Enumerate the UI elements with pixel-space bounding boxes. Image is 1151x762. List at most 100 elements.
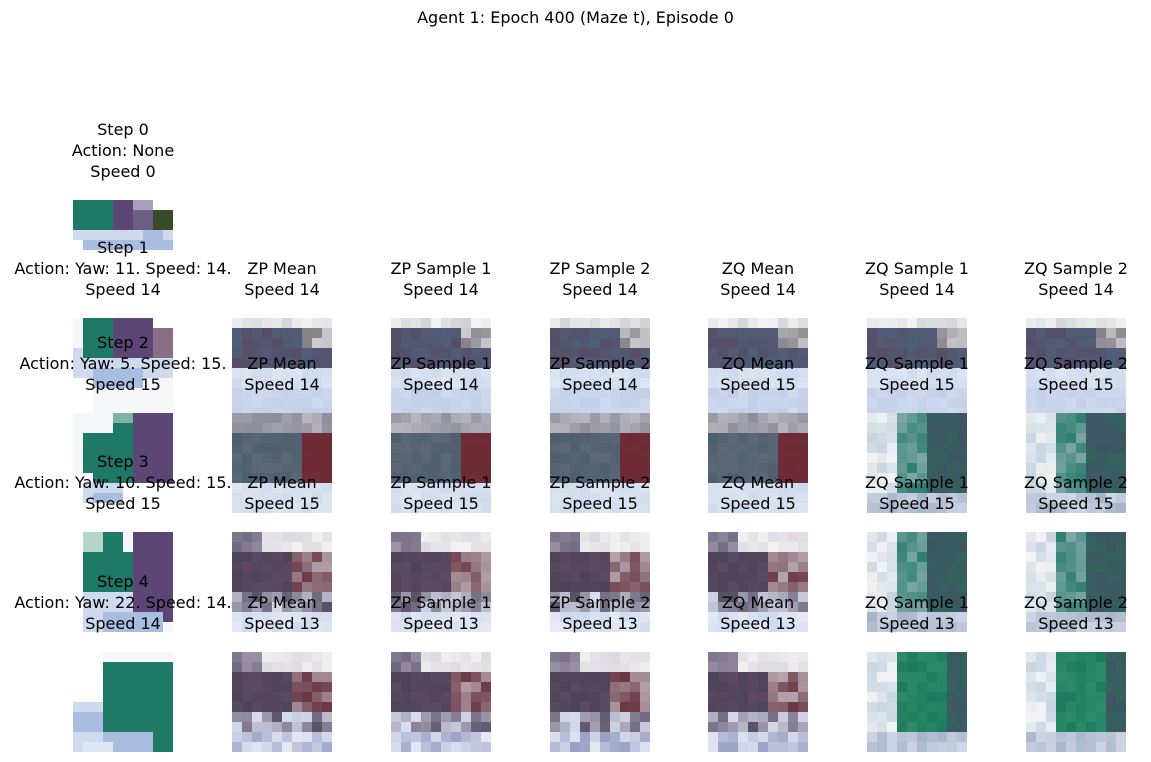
pixel (798, 388, 808, 399)
pixel (748, 493, 759, 504)
pixel (1096, 662, 1107, 673)
pixel (1096, 732, 1107, 743)
pixel (758, 742, 769, 752)
pixel (163, 240, 173, 250)
pixel (1066, 742, 1077, 752)
pixel (1066, 702, 1077, 713)
pixel (103, 552, 114, 563)
pixel (123, 493, 134, 503)
pixel (877, 552, 888, 563)
pixel (600, 552, 611, 563)
pixel (738, 532, 749, 543)
pixel (907, 443, 918, 454)
pixel (788, 473, 799, 484)
pixel (1076, 552, 1087, 563)
pixel (1086, 318, 1097, 329)
pixel (133, 443, 144, 454)
pixel (610, 572, 621, 583)
pixel (163, 230, 173, 241)
panel-step-2-3-pixels (708, 413, 808, 513)
pixel (957, 572, 967, 583)
pixel (411, 622, 422, 632)
panel-step-3-2 (550, 532, 650, 632)
pixel (917, 672, 928, 683)
pixel (640, 692, 650, 703)
pixel (907, 493, 918, 504)
pixel (242, 582, 253, 593)
pixel (937, 338, 948, 349)
pixel (600, 443, 611, 454)
pixel (431, 358, 442, 369)
pixel (798, 463, 808, 474)
pixel (927, 682, 938, 693)
pixel (768, 562, 779, 573)
pixel (590, 433, 601, 444)
pixel (748, 612, 759, 623)
pixel (768, 532, 779, 543)
pixel (600, 682, 611, 693)
pixel (401, 742, 412, 752)
pixel (798, 503, 808, 513)
pixel (322, 692, 332, 703)
pixel (600, 328, 611, 339)
pixel (620, 358, 631, 369)
pixel (867, 318, 878, 329)
pixel (937, 443, 948, 454)
pixel (907, 368, 918, 379)
pixel (570, 552, 581, 563)
pixel (282, 423, 293, 434)
pixel (897, 368, 908, 379)
pixel (917, 463, 928, 474)
pixel (421, 622, 432, 632)
pixel (927, 702, 938, 713)
pixel (1116, 463, 1126, 474)
pixel (718, 388, 729, 399)
pixel (143, 200, 154, 211)
pixel (907, 692, 918, 703)
pixel (917, 318, 928, 329)
pixel (1066, 692, 1077, 703)
pixel (718, 562, 729, 573)
pixel (1056, 453, 1067, 464)
pixel (738, 672, 749, 683)
pixel (471, 532, 482, 543)
pixel (421, 503, 432, 513)
pixel (1116, 732, 1126, 743)
pixel (421, 423, 432, 434)
pixel (1056, 692, 1067, 703)
pixel (411, 473, 422, 484)
pixel (748, 552, 759, 563)
pixel (481, 358, 491, 369)
pixel (550, 348, 561, 359)
pixel (431, 672, 442, 683)
pixel (550, 722, 561, 733)
pixel (937, 722, 948, 733)
pixel (461, 348, 472, 359)
pixel (163, 200, 173, 211)
pixel (778, 572, 789, 583)
pixel (1106, 552, 1117, 563)
pixel (272, 328, 283, 339)
pixel (718, 328, 729, 339)
pixel (1026, 358, 1037, 369)
pixel (738, 483, 749, 494)
pixel (1026, 722, 1037, 733)
pixel (242, 358, 253, 369)
pixel (451, 473, 462, 484)
pixel (411, 702, 422, 713)
pixel (431, 328, 442, 339)
pixel (630, 592, 641, 603)
pixel (788, 702, 799, 713)
pixel (1106, 483, 1117, 494)
pixel (481, 562, 491, 573)
pixel (1066, 572, 1077, 583)
pixel (262, 652, 273, 663)
pixel (1036, 672, 1047, 683)
pixel (1086, 622, 1097, 632)
pixel (788, 742, 799, 752)
pixel (620, 398, 631, 409)
pixel (103, 453, 114, 464)
pixel (302, 622, 313, 632)
pixel (1086, 742, 1097, 752)
pixel (123, 742, 134, 752)
